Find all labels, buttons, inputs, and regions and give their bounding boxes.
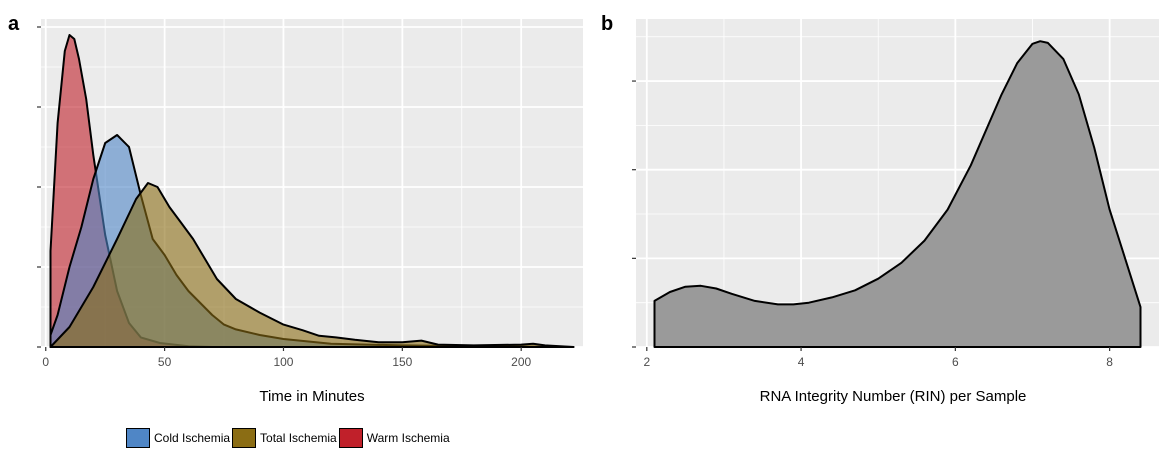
x-tick-label: 2 [643, 355, 650, 369]
x-tick-label: 4 [798, 355, 805, 369]
legend-key-warm-ischemia [338, 428, 363, 448]
density-area-rin [653, 40, 1142, 348]
x-tick-label: 150 [392, 355, 412, 369]
panel-a-density-areas [49, 34, 575, 348]
panel-a-label: a [8, 13, 20, 35]
panel-b: 2 4 6 8 RNA Integrity Number (RIN) per Samp… [632, 19, 1159, 405]
x-tick-label: 0 [42, 355, 49, 369]
x-tick-label: 6 [952, 355, 959, 369]
panel-a-x-axis: 0 50 100 150 200 [42, 347, 532, 369]
panel-b-x-axis-title: RNA Integrity Number (RIN) per Sample [760, 388, 1027, 405]
legend-item-total-ischemia: Total Ischemia [232, 428, 337, 448]
legend-label-cold-ischemia: Cold Ischemia [154, 431, 231, 445]
panel-b-x-axis: 2 4 6 8 [643, 347, 1113, 369]
panel-a-y-axis-ticks [37, 26, 41, 348]
x-tick-label: 8 [1106, 355, 1113, 369]
panel-b-density-area [653, 40, 1142, 348]
panel-b-label: b [601, 13, 614, 35]
legend-item-warm-ischemia: Warm Ischemia [338, 428, 450, 448]
x-tick-label: 50 [158, 355, 172, 369]
density-area-total-ischemia [49, 182, 575, 348]
legend: Cold Ischemia Total Ischemia Warm Ischem… [126, 427, 452, 449]
panel-a-x-axis-title: Time in Minutes [259, 388, 364, 405]
legend-label-total-ischemia: Total Ischemia [260, 431, 337, 445]
legend-key-total-ischemia [232, 428, 257, 448]
panel-a: 0 50 100 150 200 Time in Minutes [37, 19, 583, 405]
x-tick-label: 100 [273, 355, 293, 369]
legend-item-cold-ischemia: Cold Ischemia [126, 428, 230, 448]
legend-label-warm-ischemia: Warm Ischemia [366, 431, 450, 445]
panel-b-y-axis-ticks [632, 80, 636, 348]
legend-key-cold-ischemia [126, 428, 150, 448]
x-tick-label: 200 [511, 355, 531, 369]
